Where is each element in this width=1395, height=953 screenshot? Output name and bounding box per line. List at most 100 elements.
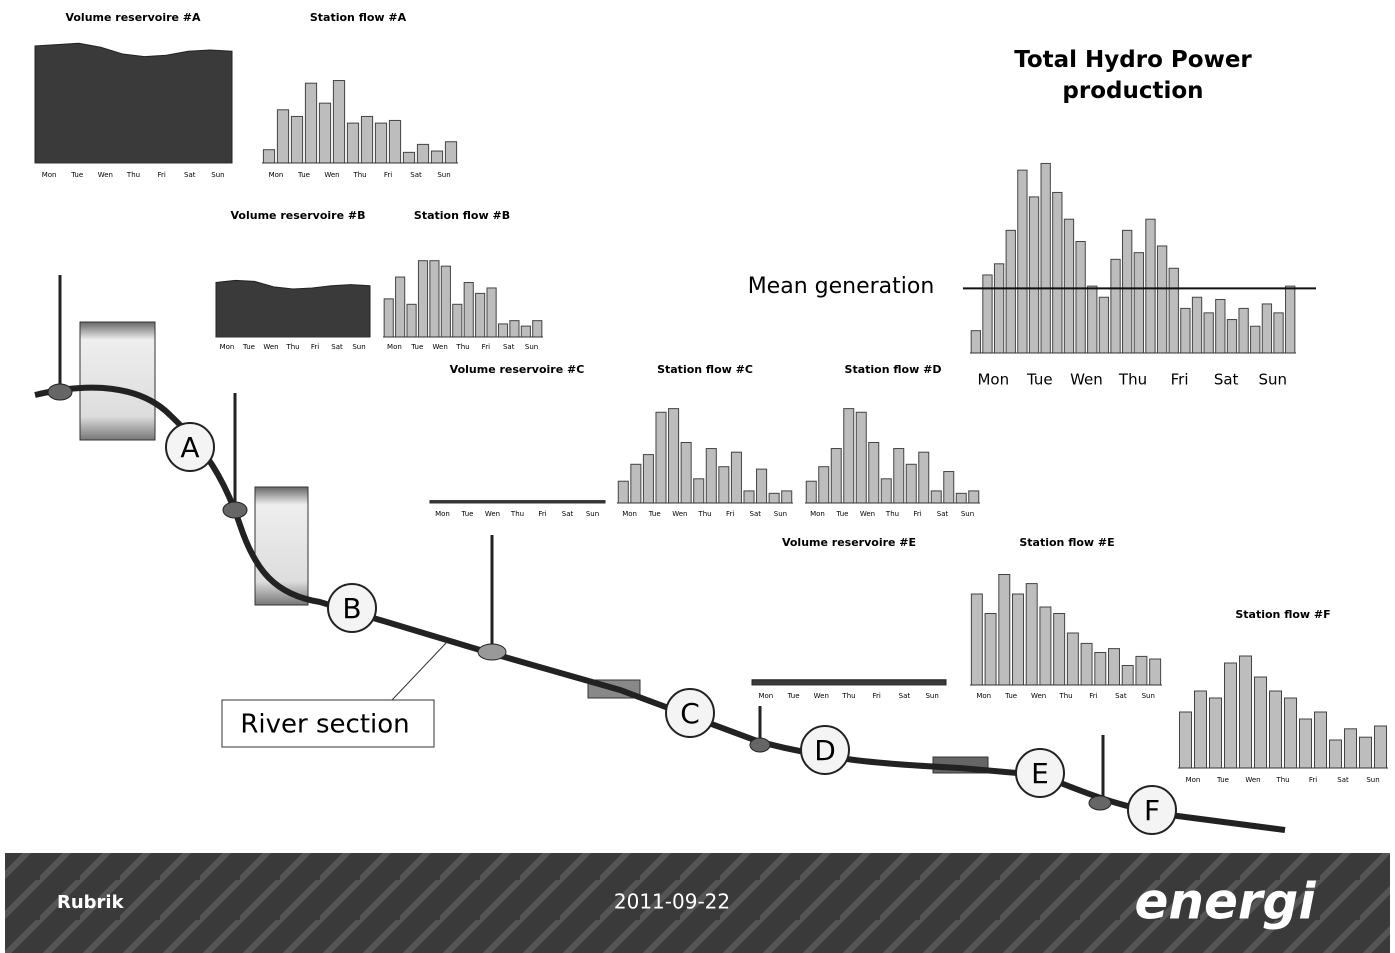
bar xyxy=(1039,606,1052,686)
day-label: Sun xyxy=(1366,776,1379,784)
day-label: Thu xyxy=(455,343,469,351)
callout: River section xyxy=(240,710,409,740)
bar xyxy=(1250,325,1261,354)
day-label: Fri xyxy=(1309,776,1317,784)
panel-title: Station flow #E xyxy=(1019,536,1114,549)
area xyxy=(215,279,371,338)
day-label: Tue xyxy=(297,171,310,179)
bar xyxy=(1224,662,1237,769)
bar xyxy=(1179,711,1192,769)
node-circle xyxy=(327,583,377,633)
bar xyxy=(830,448,842,504)
day-label: Mon xyxy=(42,171,57,179)
bar xyxy=(1374,725,1387,769)
day-label: Thu xyxy=(126,171,140,179)
day-label: Wen xyxy=(263,343,278,351)
stations xyxy=(47,383,1112,811)
bar xyxy=(332,80,346,164)
node-label: B xyxy=(342,592,361,625)
bar xyxy=(374,122,388,164)
bar xyxy=(1108,648,1120,686)
bar xyxy=(730,451,742,504)
bar xyxy=(429,260,440,338)
bar xyxy=(1254,676,1267,769)
bar xyxy=(1203,312,1214,354)
bar xyxy=(1359,736,1372,769)
bar xyxy=(1087,285,1098,354)
bar xyxy=(668,408,680,504)
node-circle xyxy=(665,688,715,738)
main-title-box: Total Hydro Power production xyxy=(1014,47,1252,104)
poles xyxy=(58,275,1105,802)
bar xyxy=(402,151,416,164)
bar xyxy=(855,411,867,504)
bar xyxy=(444,141,458,164)
bar xyxy=(1329,739,1342,769)
day-label: Sat xyxy=(503,343,515,351)
day-label: Thu xyxy=(697,510,711,518)
panel-title: Volume reservoire #B xyxy=(231,209,366,222)
panel-title: Volume reservoire #A xyxy=(65,11,201,24)
main-title: Total Hydro Power production xyxy=(1014,47,1252,104)
bar xyxy=(705,448,717,504)
bar xyxy=(1215,298,1226,354)
day-label: Wen xyxy=(433,343,448,351)
footer-date: 2011-09-22 xyxy=(614,890,730,914)
bar xyxy=(1149,658,1162,686)
day-label: Mon xyxy=(220,343,235,351)
area xyxy=(429,500,606,504)
bar xyxy=(1098,296,1110,354)
bar xyxy=(970,593,983,686)
bar xyxy=(475,292,486,338)
main-day-label: Wen xyxy=(1070,371,1103,389)
bar xyxy=(1239,655,1252,769)
callout-box xyxy=(221,699,435,748)
callout-line xyxy=(391,641,448,701)
main-day-label: Sat xyxy=(1214,371,1239,389)
bar xyxy=(416,143,430,164)
bar xyxy=(318,102,332,164)
bar xyxy=(693,478,705,504)
bar xyxy=(1122,229,1133,354)
day-label: Thu xyxy=(1058,692,1072,700)
bar xyxy=(768,492,780,504)
day-label: Sat xyxy=(410,171,422,179)
panel-title: Station flow #B xyxy=(414,209,510,222)
bar xyxy=(1261,303,1273,354)
day-label: Sun xyxy=(1142,692,1155,700)
bar xyxy=(1344,728,1357,769)
node-group: A B C D E F xyxy=(165,422,1177,835)
bar xyxy=(452,303,463,338)
day-label: Wen xyxy=(324,171,339,179)
day-label: Thu xyxy=(885,510,899,518)
day-label: Tue xyxy=(787,692,800,700)
day-label: Tue xyxy=(648,510,661,518)
bar xyxy=(486,287,497,338)
day-label: Sat xyxy=(331,343,343,351)
bar xyxy=(998,574,1011,686)
day-label: Sat xyxy=(937,510,949,518)
day-label: Mon xyxy=(435,510,450,518)
day-label: Fri xyxy=(873,692,881,700)
node-label: D xyxy=(814,734,836,767)
bar xyxy=(943,471,955,504)
bar xyxy=(893,448,905,504)
bar xyxy=(680,442,692,504)
day-label: Tue xyxy=(70,171,83,179)
bar xyxy=(417,260,429,338)
node-label: F xyxy=(1144,794,1160,827)
day-label: Mon xyxy=(269,171,284,179)
bar xyxy=(360,115,374,164)
bar xyxy=(984,613,997,686)
bar xyxy=(880,478,892,504)
node-circle xyxy=(165,422,215,472)
day-label: Mon xyxy=(810,510,825,518)
bar xyxy=(388,119,402,164)
area xyxy=(751,679,947,686)
footer-left: Rubrik xyxy=(57,892,125,913)
main-day-label: Tue xyxy=(1026,371,1053,389)
bar xyxy=(781,490,793,504)
day-label: Mon xyxy=(1186,776,1201,784)
bar xyxy=(1168,267,1179,354)
bar xyxy=(1269,690,1282,769)
